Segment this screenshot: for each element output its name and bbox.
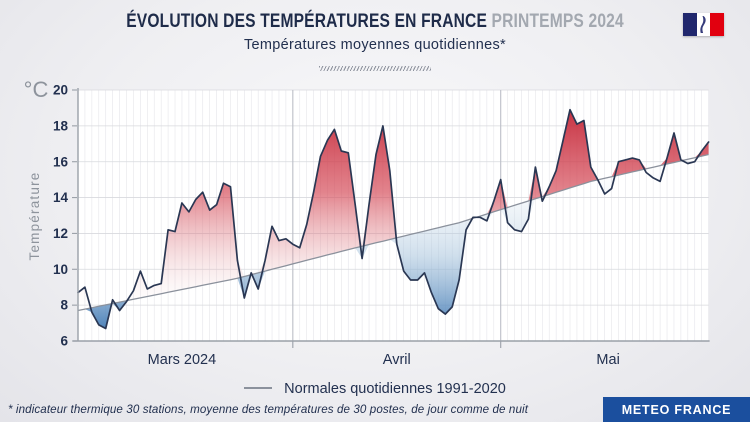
x-month-label: Mai — [596, 352, 619, 368]
y-tick-label: 16 — [53, 154, 69, 169]
title-season: PRINTEMPS 2024 — [491, 10, 624, 32]
normals-line-swatch — [244, 387, 273, 390]
flag-blue-band — [683, 13, 697, 36]
chart-subtitle: Températures moyennes quotidiennes* — [244, 37, 506, 53]
legend-label: Normales quotidiennes 1991-2020 — [284, 381, 506, 397]
marianne-profile — [700, 16, 706, 33]
y-tick-label: 18 — [53, 118, 69, 133]
title-main: ÉVOLUTION DES TEMPÉRATURES EN FRANCE — [126, 10, 488, 32]
y-tick-label: 6 — [60, 334, 68, 349]
daily-temperature-line — [77, 108, 710, 330]
y-tick-label: 14 — [53, 190, 69, 205]
decorative-hatch-divider — [319, 66, 431, 71]
y-tick-label: 20 — [53, 83, 68, 98]
normals-line — [77, 153, 709, 312]
y-tick-label: 12 — [53, 226, 68, 241]
x-month-label: Avril — [383, 352, 411, 368]
y-axis-unit: °C — [24, 77, 49, 102]
y-tick-label: 8 — [60, 298, 68, 313]
chart-legend: Normales quotidiennes 1991-2020 — [0, 381, 750, 397]
flag-red-band — [710, 13, 724, 36]
french-republic-logo — [683, 13, 724, 36]
y-tick-label: 10 — [53, 262, 68, 277]
meteo-france-badge: METEO FRANCE — [603, 397, 750, 422]
page-title: ÉVOLUTION DES TEMPÉRATURES EN FRANCE PRI… — [0, 10, 750, 33]
y-axis-title: Température — [27, 172, 42, 261]
footnote: * indicateur thermique 30 stations, moye… — [8, 403, 529, 416]
cold-anomaly-fill — [78, 154, 709, 329]
x-month-label: Mars 2024 — [148, 352, 217, 368]
meteo-france-label: METEO FRANCE — [621, 402, 732, 417]
